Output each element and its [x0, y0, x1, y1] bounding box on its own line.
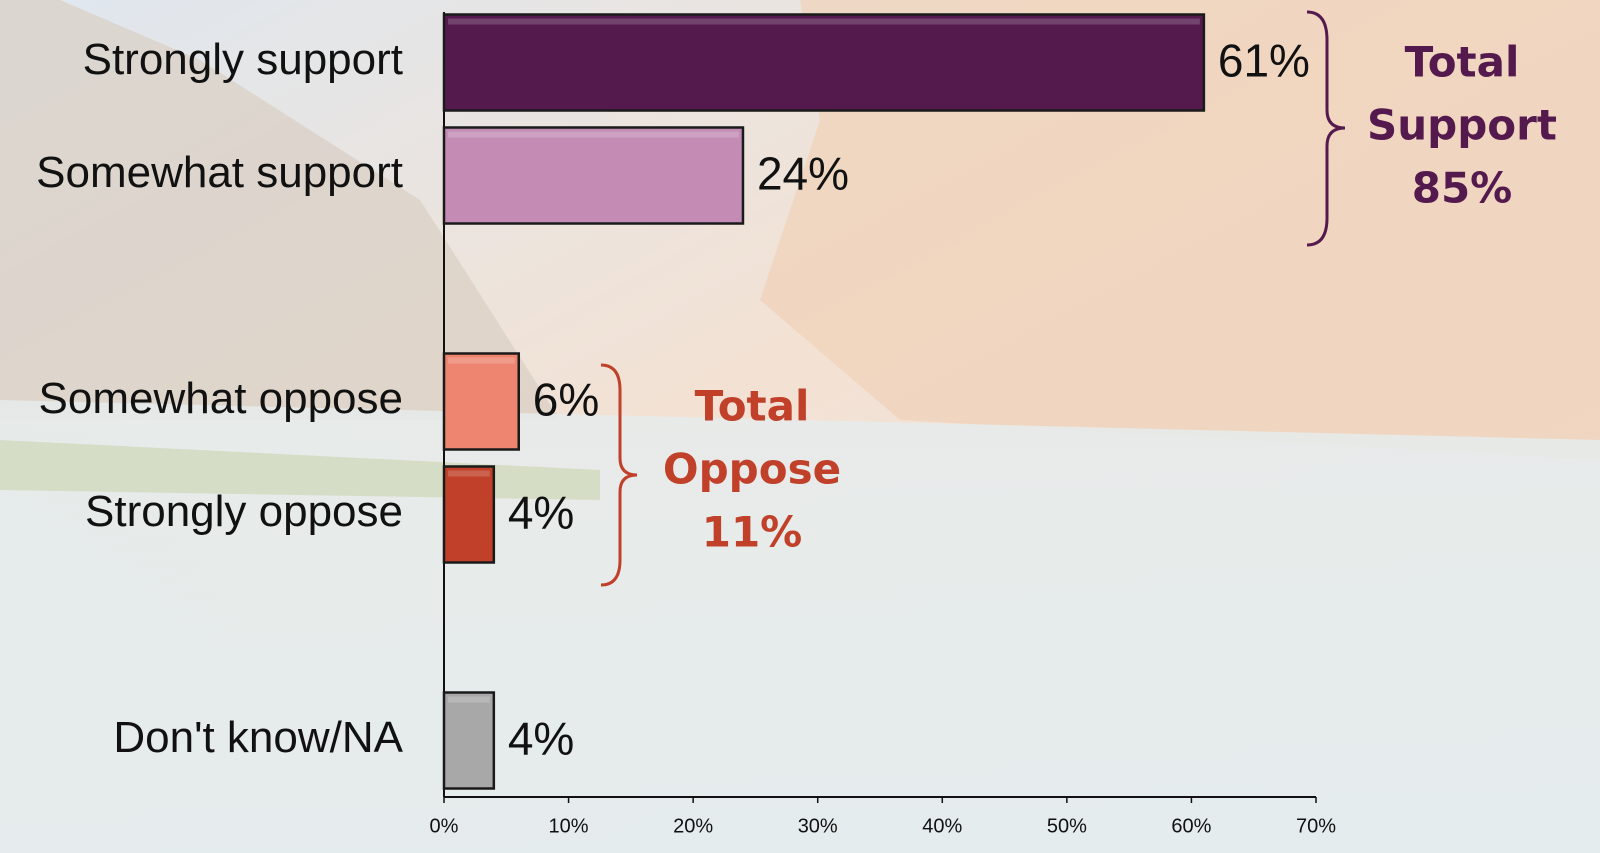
- x-tick-label: 50%: [1047, 815, 1087, 837]
- annotation: Support: [1367, 101, 1557, 150]
- x-tick-label: 20%: [673, 815, 713, 837]
- category-label: Strongly support: [83, 35, 403, 84]
- annotation: Total: [695, 382, 810, 431]
- annotation: 11%: [702, 508, 803, 557]
- annotation: Total: [1405, 38, 1520, 87]
- value-label: 4%: [508, 713, 574, 765]
- category-label: Strongly oppose: [85, 487, 403, 536]
- value-label: 4%: [508, 487, 574, 539]
- x-tick-label: 60%: [1171, 815, 1211, 837]
- bar: [442, 13, 1206, 112]
- x-tick-label: 0%: [430, 815, 459, 837]
- annotation: Oppose: [663, 445, 841, 494]
- bar-highlight: [448, 131, 739, 138]
- bar: [442, 126, 745, 225]
- background-water: [0, 400, 1600, 853]
- bar-highlight: [448, 470, 490, 477]
- oppose-brace: [600, 363, 638, 587]
- background-hill: [0, 0, 560, 420]
- bar-highlight: [448, 696, 490, 703]
- bar: [442, 691, 496, 790]
- support-brace: [1306, 10, 1346, 247]
- category-label: Somewhat support: [36, 148, 403, 197]
- bar: [442, 352, 520, 451]
- value-label: 24%: [757, 148, 849, 200]
- annotation: 85%: [1412, 164, 1513, 213]
- x-tick-label: 70%: [1296, 815, 1336, 837]
- x-tick-label: 10%: [549, 815, 589, 837]
- x-tick-label: 30%: [798, 815, 838, 837]
- category-label: Don't know/NA: [113, 713, 403, 762]
- category-label: Somewhat oppose: [39, 374, 403, 423]
- bar-highlight: [448, 18, 1200, 25]
- bar-highlight: [448, 357, 515, 364]
- value-label: 61%: [1218, 35, 1310, 87]
- x-tick-label: 40%: [922, 815, 962, 837]
- bar: [442, 465, 496, 564]
- background-cliff: [760, 0, 1600, 460]
- value-label: 6%: [533, 374, 599, 426]
